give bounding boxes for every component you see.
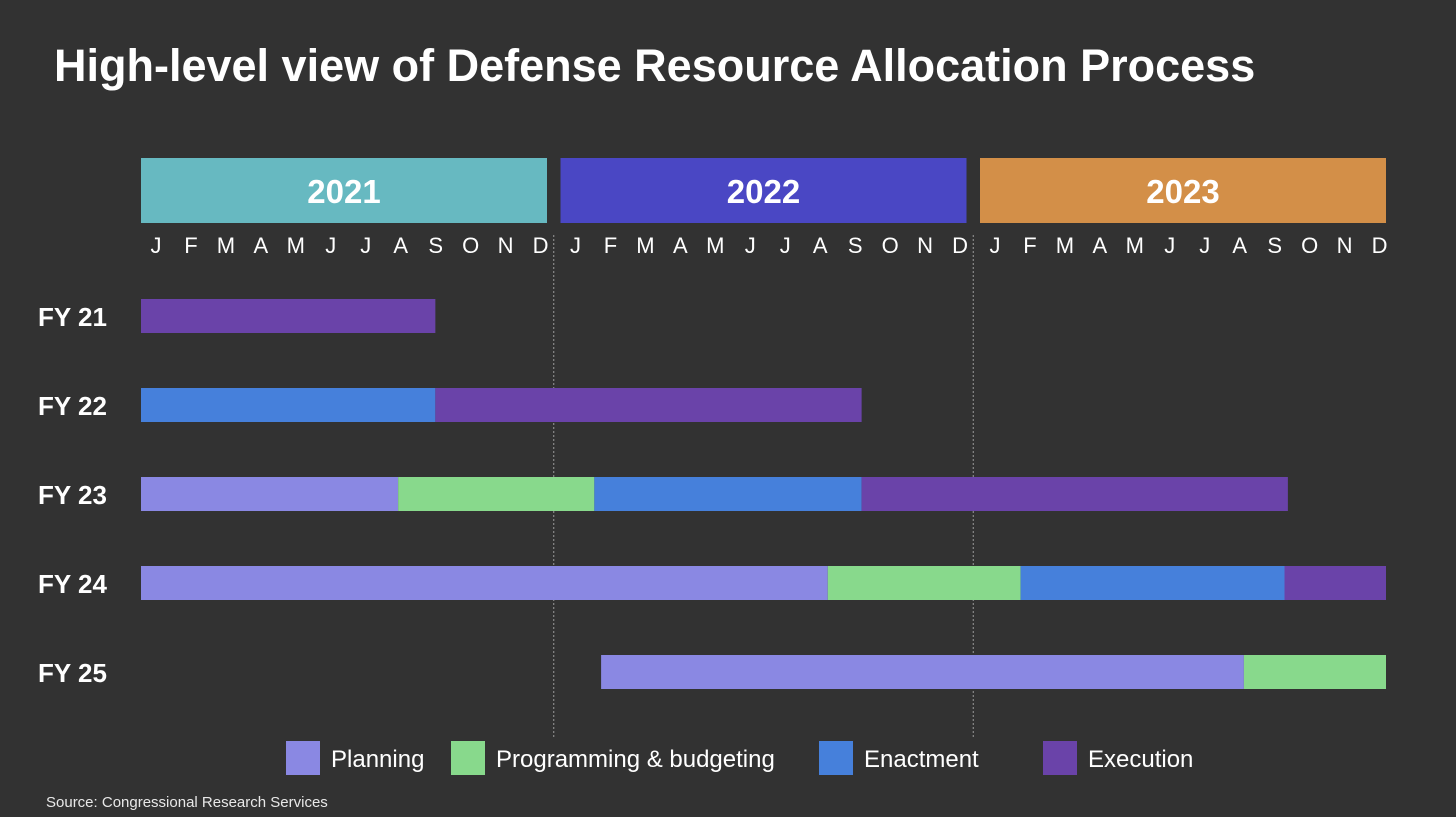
bar-execution	[861, 477, 1288, 511]
month-label: A	[673, 233, 688, 258]
legend-swatch	[819, 741, 853, 775]
month-label: M	[636, 233, 654, 258]
year-header-2021	[141, 158, 547, 223]
month-label: N	[1337, 233, 1353, 258]
month-label: F	[1023, 233, 1036, 258]
chart-title: High-level view of Defense Resource Allo…	[54, 40, 1256, 91]
year-header-2023	[980, 158, 1386, 223]
row-label: FY 22	[38, 391, 107, 421]
bar-programming-budgeting	[1243, 655, 1386, 689]
legend-swatch	[286, 741, 320, 775]
month-label: M	[217, 233, 235, 258]
bar-programming-budgeting	[827, 566, 1021, 600]
month-label: O	[462, 233, 479, 258]
legend-label: Programming & budgeting	[496, 746, 775, 773]
row-label: FY 25	[38, 658, 107, 688]
year-label: 2021	[307, 173, 380, 210]
month-label: D	[952, 233, 968, 258]
month-label: M	[287, 233, 305, 258]
bar-enactment	[141, 388, 436, 422]
month-label: A	[393, 233, 408, 258]
month-label: J	[1199, 233, 1210, 258]
month-label: J	[360, 233, 371, 258]
month-label: F	[604, 233, 617, 258]
month-label: M	[706, 233, 724, 258]
legend-swatch	[1043, 741, 1077, 775]
month-label: F	[184, 233, 197, 258]
month-label: A	[1232, 233, 1247, 258]
month-label: A	[813, 233, 828, 258]
month-label: J	[990, 233, 1001, 258]
month-label: D	[533, 233, 549, 258]
bar-planning	[141, 566, 828, 600]
legend-label: Enactment	[864, 746, 979, 773]
month-label: J	[745, 233, 756, 258]
row-label: FY 24	[38, 569, 107, 599]
legend-swatch	[451, 741, 485, 775]
bar-execution	[1284, 566, 1386, 600]
bar-enactment	[1020, 566, 1285, 600]
row-label: FY 21	[38, 302, 107, 332]
bar-enactment	[594, 477, 862, 511]
month-label: N	[498, 233, 514, 258]
legend-label: Planning	[331, 746, 424, 773]
month-label: J	[780, 233, 791, 258]
bar-planning	[141, 477, 399, 511]
bar-planning	[601, 655, 1244, 689]
month-label: D	[1372, 233, 1388, 258]
month-label: O	[882, 233, 899, 258]
month-label: S	[1267, 233, 1282, 258]
bar-execution	[435, 388, 862, 422]
year-header-2022	[560, 158, 967, 223]
month-label: J	[570, 233, 581, 258]
row-label: FY 23	[38, 480, 107, 510]
month-label: S	[428, 233, 443, 258]
month-label: O	[1301, 233, 1318, 258]
month-label: N	[917, 233, 933, 258]
legend-label: Execution	[1088, 746, 1193, 773]
month-label: M	[1056, 233, 1074, 258]
month-label: A	[1093, 233, 1108, 258]
month-label: M	[1126, 233, 1144, 258]
month-label: A	[254, 233, 269, 258]
bar-programming-budgeting	[398, 477, 595, 511]
month-label: J	[325, 233, 336, 258]
bar-execution	[141, 299, 436, 333]
month-label: S	[848, 233, 863, 258]
source-note: Source: Congressional Research Services	[46, 794, 328, 811]
month-label: J	[151, 233, 162, 258]
year-label: 2023	[1146, 173, 1219, 210]
year-label: 2022	[727, 173, 800, 210]
month-label: J	[1164, 233, 1175, 258]
